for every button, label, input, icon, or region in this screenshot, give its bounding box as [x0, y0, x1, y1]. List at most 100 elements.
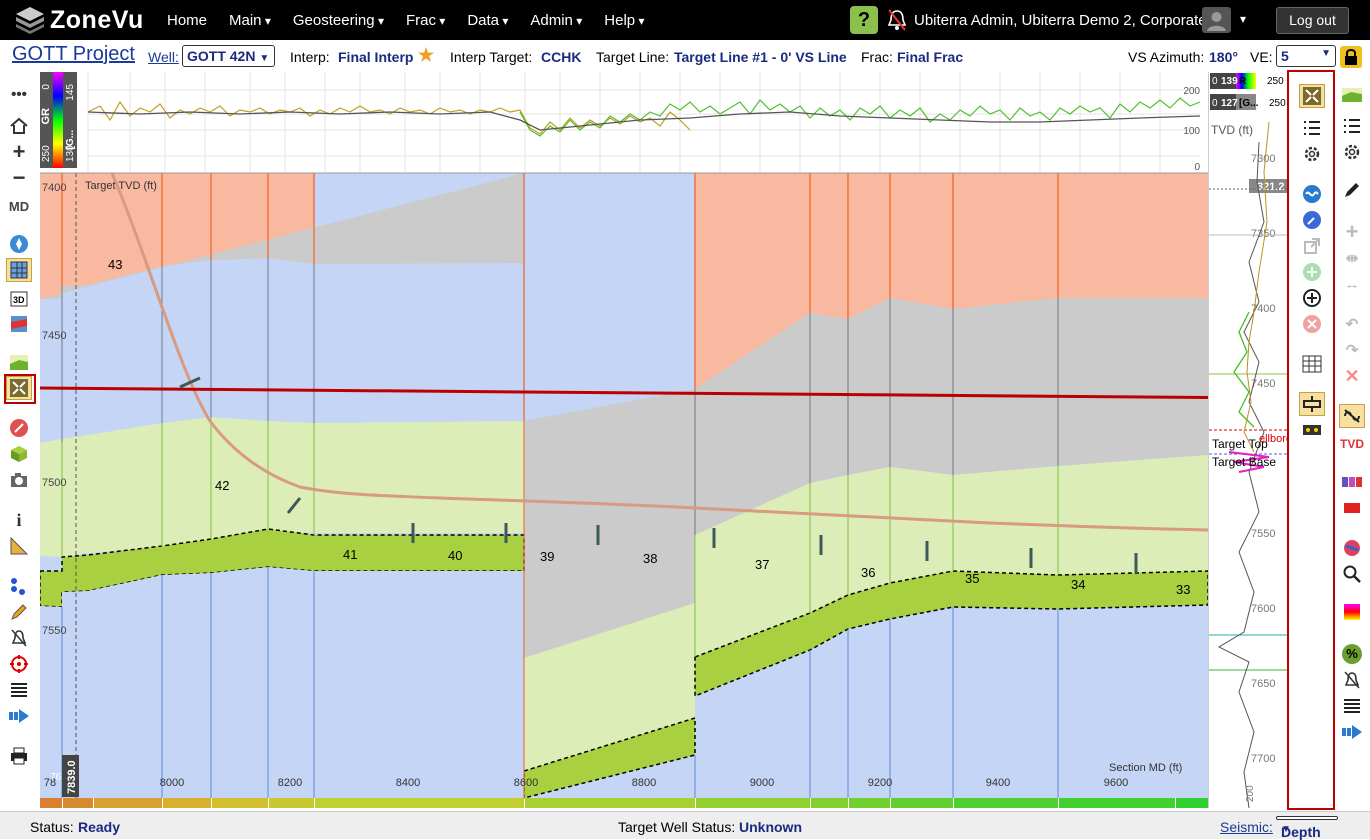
ruler-icon[interactable] — [6, 534, 32, 558]
target-top-label: Target Top — [1212, 437, 1268, 451]
menu-data[interactable]: Data — [467, 12, 508, 29]
gradient-icon[interactable] — [1339, 600, 1365, 624]
well-select[interactable]: GOTT 42N ▼ — [182, 45, 275, 67]
cursor-tick: 76 — [50, 772, 62, 783]
user-name[interactable]: Ubiterra Admin, Ubiterra Demo 2, Corpora… — [914, 12, 1207, 29]
tvd-icon[interactable]: TVD — [1340, 437, 1364, 451]
marker-value: 321.2 — [1257, 181, 1285, 193]
close-icon[interactable]: ✕ — [1344, 365, 1360, 386]
zonevu-logo[interactable]: ZoneVu — [14, 4, 144, 36]
flatten-icon[interactable] — [1299, 392, 1325, 416]
section-tool-icon[interactable] — [1299, 84, 1325, 108]
gear-icon[interactable] — [1339, 140, 1365, 164]
right-log-track[interactable]: 0 139 R 250 0 127 [G... 250 TVD (ft) 730… — [1208, 72, 1292, 809]
collapse-icon[interactable]: ↔ — [1344, 275, 1360, 293]
grid-icon[interactable] — [6, 258, 32, 282]
split-icon[interactable] — [1299, 418, 1325, 442]
menu-help[interactable]: Help — [604, 12, 644, 29]
more-icon[interactable]: ••• — [11, 85, 27, 103]
crosshair-icon[interactable] — [6, 652, 32, 676]
zoom-out-icon[interactable]: − — [12, 165, 26, 190]
target-icon[interactable] — [6, 416, 32, 440]
menu-geosteering[interactable]: Geosteering — [293, 12, 384, 29]
menu-main[interactable]: Main — [229, 12, 271, 29]
menu-frac[interactable]: Frac — [406, 12, 445, 29]
zoom-in-icon[interactable]: + — [12, 139, 26, 164]
redo-icon[interactable]: ↷ — [1345, 342, 1359, 359]
lines-icon[interactable] — [6, 678, 32, 702]
star-icon[interactable]: ★ — [418, 45, 435, 65]
dots-icon[interactable] — [6, 574, 32, 598]
section-tools-panel — [1287, 70, 1335, 810]
list-icon[interactable] — [1299, 116, 1325, 140]
left-toolbar: ••• + − MD 3D i — [4, 74, 36, 808]
fault-tool-highlight — [4, 374, 36, 404]
compass-icon[interactable] — [1299, 208, 1325, 232]
fault-tool-icon[interactable] — [6, 376, 32, 400]
search-icon[interactable] — [1339, 562, 1365, 586]
menu-home[interactable]: Home — [167, 11, 208, 29]
wave-icon[interactable] — [1299, 182, 1325, 206]
geosteering-section-view[interactable]: 0 GR 250 145 [G... 130 200 100 0 — [33, 72, 1271, 808]
bars-icon[interactable] — [1339, 470, 1365, 494]
vs-azimuth-label: VS Azimuth: — [1128, 49, 1205, 65]
alarm-icon[interactable] — [6, 626, 32, 650]
project-title[interactable]: GOTT Project — [12, 43, 135, 65]
chevron-down-icon[interactable]: ▾ — [1240, 12, 1247, 26]
segment-labels: 43 42 41 40 39 38 37 36 35 34 33 — [108, 257, 1190, 597]
section-icon[interactable] — [6, 350, 32, 374]
md-icon[interactable]: MD — [8, 198, 30, 214]
interp-target-value[interactable]: CCHK — [541, 49, 582, 65]
seismic-label[interactable]: Seismic: — [1220, 819, 1273, 835]
unlink-icon[interactable] — [1339, 404, 1365, 428]
section-svg[interactable]: 0 GR 250 145 [G... 130 200 100 0 — [33, 72, 1271, 808]
undo-icon[interactable]: ↶ — [1345, 316, 1359, 333]
target-line-value[interactable]: Target Line #1 - 0' VS Line — [674, 49, 847, 65]
wellbore-path[interactable] — [110, 172, 1209, 532]
seismic-select[interactable]: Depth ▼ — [1276, 816, 1338, 840]
delete-icon[interactable] — [1299, 312, 1325, 336]
interp-value[interactable]: Final Interp — [338, 49, 414, 65]
map-layers-icon[interactable] — [6, 312, 32, 336]
pencil-icon[interactable] — [1339, 178, 1365, 202]
map-icon[interactable] — [1339, 536, 1365, 560]
camera-icon[interactable] — [6, 468, 32, 492]
print-icon[interactable] — [6, 744, 32, 768]
home-icon[interactable] — [6, 114, 32, 138]
compass-icon[interactable] — [6, 232, 32, 256]
plus-icon[interactable]: + — [1345, 219, 1359, 244]
list-icon[interactable] — [1339, 114, 1365, 138]
gear-icon[interactable] — [1299, 142, 1325, 166]
status-bar: Status: Ready Target Well Status: Unknow… — [0, 811, 1370, 840]
cube-icon[interactable] — [6, 442, 32, 466]
arrow-icon[interactable] — [6, 704, 32, 728]
percent-icon[interactable]: % — [1339, 642, 1365, 666]
lines-icon[interactable] — [1339, 694, 1365, 718]
lock-button[interactable] — [1340, 46, 1362, 68]
segment-label-39: 39 — [540, 549, 554, 564]
help-button[interactable]: ? — [850, 6, 878, 34]
target-add-icon[interactable] — [1299, 286, 1325, 310]
ve-select[interactable]: 5 ▼ — [1276, 45, 1336, 67]
logout-button[interactable]: Log out — [1276, 7, 1349, 34]
alarm-off-icon[interactable] — [886, 8, 908, 32]
frac-value[interactable]: Final Frac — [897, 49, 964, 65]
well-label[interactable]: Well: — [148, 49, 179, 65]
split-icon[interactable]: ⇹ — [1345, 250, 1359, 267]
stop-icon[interactable] — [1339, 496, 1365, 520]
x-tick: 78 — [44, 777, 56, 789]
r-max: 250 — [1267, 76, 1284, 87]
table-icon[interactable] — [1299, 352, 1325, 376]
info-icon[interactable]: i — [16, 509, 22, 530]
avatar[interactable] — [1202, 7, 1231, 33]
logo-text: ZoneVu — [50, 5, 144, 34]
alarm-icon[interactable] — [1339, 668, 1365, 692]
layers-icon[interactable] — [1339, 82, 1365, 106]
arrow-icon[interactable] — [1339, 720, 1365, 744]
x-tick: 9200 — [868, 777, 892, 789]
3d-icon[interactable]: 3D — [6, 286, 32, 310]
menu-admin[interactable]: Admin — [530, 12, 582, 29]
external-link-icon[interactable] — [1299, 234, 1325, 258]
add-icon[interactable] — [1299, 260, 1325, 284]
pencil-icon[interactable] — [6, 600, 32, 624]
